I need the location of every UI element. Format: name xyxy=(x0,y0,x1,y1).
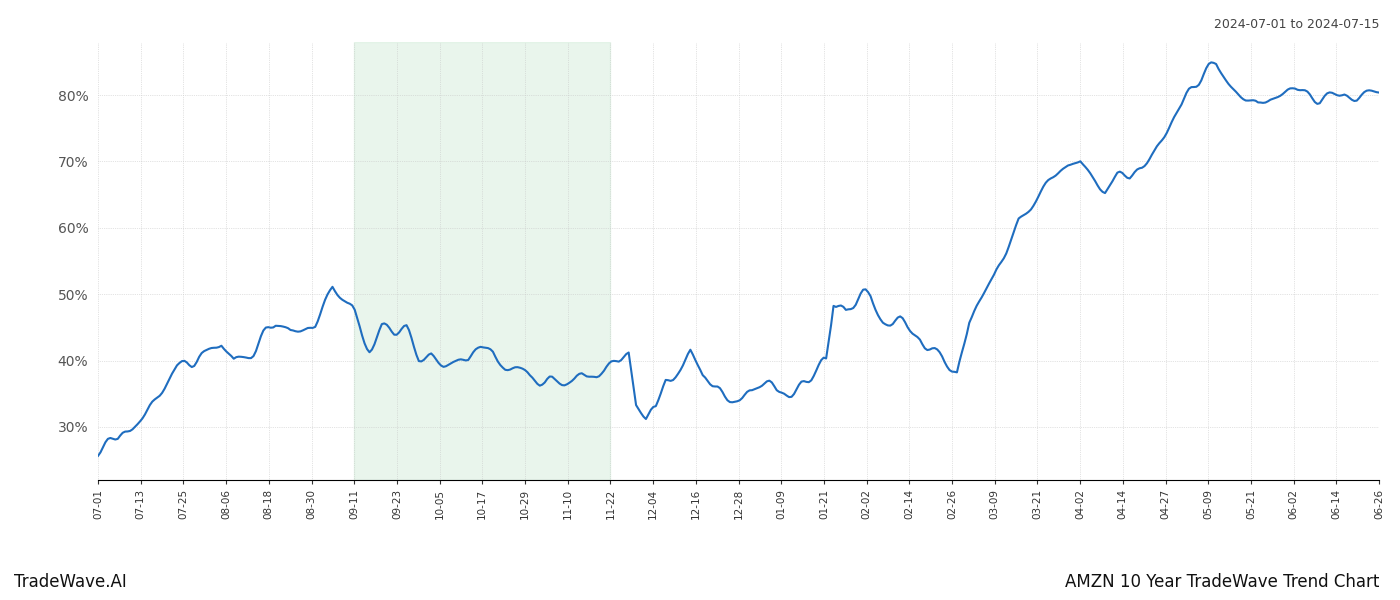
Text: 2024-07-01 to 2024-07-15: 2024-07-01 to 2024-07-15 xyxy=(1214,18,1379,31)
Text: AMZN 10 Year TradeWave Trend Chart: AMZN 10 Year TradeWave Trend Chart xyxy=(1064,573,1379,591)
Bar xyxy=(354,42,610,480)
Text: TradeWave.AI: TradeWave.AI xyxy=(14,573,127,591)
